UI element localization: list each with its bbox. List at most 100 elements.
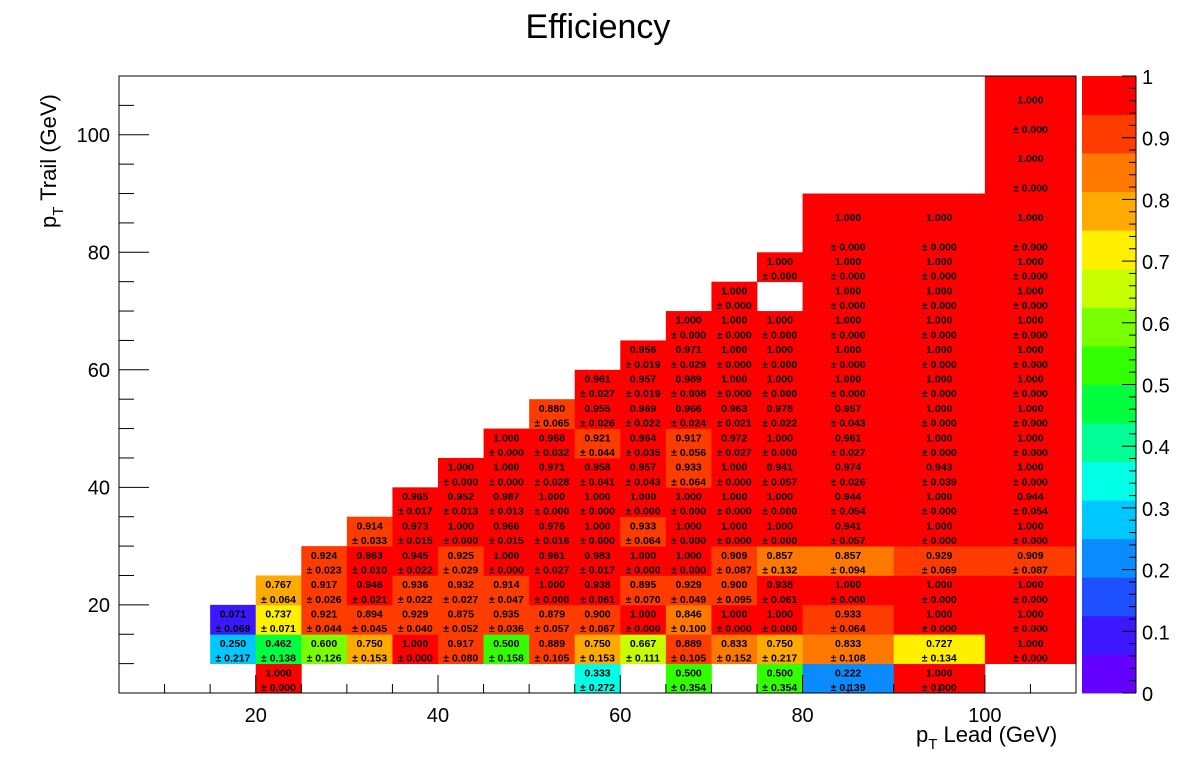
cell-error-label: ± 0.153	[352, 653, 387, 665]
cell-error-label: ± 0.000	[922, 241, 957, 253]
heatmap-cell	[757, 575, 803, 606]
cell-value-label: 0.957	[630, 374, 656, 386]
cell-value-label: 0.875	[448, 609, 474, 621]
cell-value-label: 1.000	[1017, 344, 1043, 356]
cell-value-label: 0.961	[835, 432, 861, 444]
heatmap-cell	[438, 516, 484, 547]
cell-error-label: ± 0.061	[580, 594, 615, 606]
cell-error-label: ± 0.027	[717, 447, 752, 459]
cell-error-label: ± 0.044	[580, 447, 615, 459]
x-tick-label: 20	[245, 705, 267, 727]
cell-value-label: 0.750	[584, 638, 610, 650]
heatmap-cell	[757, 663, 803, 694]
cell-value-label: 0.333	[584, 667, 610, 679]
heatmap-cell	[802, 604, 895, 635]
cell-error-label: ± 0.000	[922, 506, 957, 518]
cell-error-label: ± 0.000	[922, 271, 957, 283]
cell-value-label: 1.000	[835, 579, 861, 591]
cell-error-label: ± 0.000	[922, 300, 957, 312]
cell-value-label: 1.000	[448, 520, 474, 532]
cell-value-label: 1.000	[1017, 609, 1043, 621]
cell-value-label: 0.929	[926, 550, 952, 562]
cell-value-label: 1.000	[1017, 579, 1043, 591]
x-axis-label: pT Lead (GeV)	[916, 722, 1057, 753]
cell-value-label: 0.952	[448, 491, 474, 503]
cell-value-label: 0.909	[721, 550, 747, 562]
heatmap-cells	[210, 76, 1077, 694]
heatmap-cell	[574, 604, 621, 635]
cell-error-label: ± 0.000	[922, 418, 957, 430]
cell-error-label: ± 0.000	[717, 388, 752, 400]
heatmap-cell	[984, 457, 1077, 488]
cell-value-label: 1.000	[926, 609, 952, 621]
cell-error-label: ± 0.069	[922, 564, 957, 576]
cell-value-label: 1.000	[448, 462, 474, 474]
cell-error-label: ± 0.021	[352, 594, 387, 606]
chart-title: Efficiency	[526, 8, 671, 46]
heatmap-cell	[665, 340, 712, 371]
heatmap-cell	[620, 457, 667, 488]
cell-error-label: ± 0.022	[626, 418, 661, 430]
cell-value-label: 0.966	[493, 520, 519, 532]
heatmap-cell	[802, 487, 895, 518]
cell-error-label: ± 0.354	[762, 682, 797, 694]
cell-value-label: 0.956	[630, 344, 656, 356]
cell-value-label: 0.957	[835, 403, 861, 415]
cell-error-label: ± 0.000	[671, 535, 706, 547]
cell-value-label: 0.500	[767, 667, 793, 679]
heatmap-cell	[346, 516, 393, 547]
heatmap-cell	[665, 634, 712, 665]
cell-value-label: 0.972	[721, 432, 747, 444]
heatmap-cell	[483, 457, 530, 488]
heatmap-cell	[984, 311, 1077, 341]
cell-value-label: 1.000	[676, 520, 702, 532]
cell-error-label: ± 0.000	[443, 476, 478, 488]
cell-value-label: 0.929	[676, 579, 702, 591]
cell-value-label: 0.900	[721, 579, 747, 591]
heatmap-cell	[665, 516, 712, 547]
heatmap-cell	[620, 575, 667, 606]
cell-value-label: 0.974	[835, 462, 861, 474]
cell-error-label: ± 0.000	[762, 623, 797, 635]
heatmap-cell	[893, 281, 986, 312]
heatmap-cell	[574, 663, 621, 694]
heatmap-cell	[984, 575, 1077, 606]
heatmap-cell	[757, 634, 803, 665]
cell-error-label: ± 0.049	[671, 594, 706, 606]
cell-error-label: ± 0.000	[534, 594, 569, 606]
heatmap-cell	[529, 487, 576, 518]
cell-value-label: 0.966	[676, 403, 702, 415]
heatmap-cell	[711, 516, 758, 547]
heatmap-cell	[665, 428, 712, 459]
heatmap-cell	[711, 546, 758, 576]
cell-value-label: 1.000	[835, 374, 861, 386]
heatmap-cell	[802, 546, 895, 576]
cell-error-label: ± 0.000	[489, 476, 524, 488]
palette-tick-label: 1	[1142, 67, 1153, 89]
heatmap-cell	[438, 487, 484, 518]
cell-value-label: 1.000	[630, 609, 656, 621]
cell-error-label: ± 0.043	[831, 418, 866, 430]
heatmap-cell	[757, 604, 803, 635]
cell-value-label: 1.000	[767, 344, 793, 356]
cell-value-label: 0.071	[220, 609, 246, 621]
heatmap-cell	[893, 546, 986, 576]
cell-error-label: ± 0.064	[831, 623, 866, 635]
heatmap-cell	[984, 604, 1077, 635]
cell-value-label: 0.895	[630, 579, 656, 591]
heatmap-cell	[301, 575, 348, 606]
cell-value-label: 1.000	[767, 491, 793, 503]
cell-value-label: 1.000	[721, 609, 747, 621]
heatmap-cell	[438, 634, 484, 665]
heatmap-cell	[711, 369, 758, 400]
cell-error-label: ± 0.045	[352, 623, 387, 635]
palette-tick-label: 0.2	[1142, 561, 1170, 583]
cell-error-label: ± 0.000	[1013, 535, 1048, 547]
heatmap-cell	[711, 634, 758, 665]
y-axis-label-base: p	[36, 216, 61, 228]
cell-value-label: 0.971	[539, 462, 565, 474]
cell-value-label: 0.500	[676, 667, 702, 679]
cell-error-label: ± 0.000	[534, 506, 569, 518]
heatmap-cell	[802, 399, 895, 429]
heatmap-cell	[984, 487, 1077, 518]
